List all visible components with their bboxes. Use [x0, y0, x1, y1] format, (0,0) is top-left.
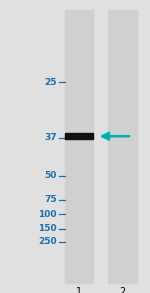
- Text: 150: 150: [38, 224, 57, 233]
- Text: 1: 1: [76, 287, 82, 293]
- Bar: [64, 133, 93, 139]
- Text: 75: 75: [44, 195, 57, 204]
- Text: 37: 37: [44, 133, 57, 142]
- Text: 25: 25: [45, 78, 57, 86]
- Bar: [108, 10, 136, 283]
- Text: 50: 50: [45, 171, 57, 180]
- Text: 250: 250: [38, 237, 57, 246]
- Text: 100: 100: [39, 210, 57, 219]
- Bar: [64, 10, 93, 283]
- Text: 2: 2: [119, 287, 125, 293]
